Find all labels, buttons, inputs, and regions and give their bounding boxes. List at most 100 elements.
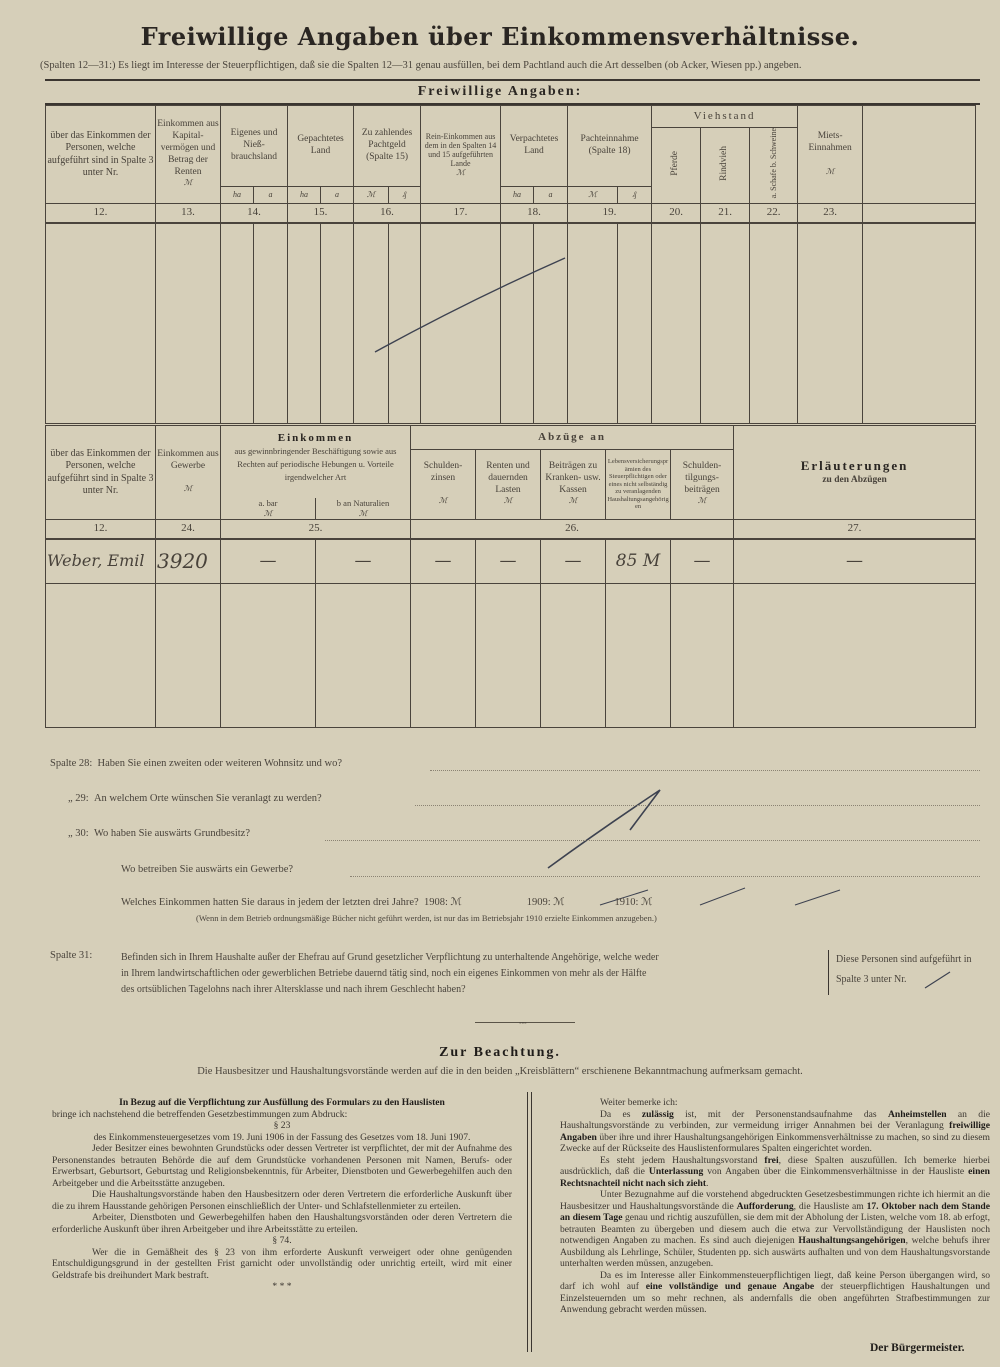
question-text: Haben Sie einen zweiten oder weiteren Wo… (97, 758, 343, 769)
entry-cell[interactable] (320, 222, 355, 424)
header-debt-interest: Schulden-zinsen ℳ (410, 448, 477, 521)
in-kind-income-value[interactable]: — (314, 538, 412, 584)
question-30c: Welches Einkommen hatten Sie daraus in j… (121, 896, 652, 908)
year-1909-label: 1909: ℳ (526, 897, 565, 908)
question-28: Spalte 28: Haben Sie einen zweiten oder … (50, 758, 342, 769)
header-label: aus gewinnbringender Beschäftigung sowie… (234, 445, 397, 482)
debt-repayment-value[interactable]: — (670, 538, 735, 584)
strike-mark-1908 (599, 889, 649, 906)
paragraph-text: § 23 (273, 1120, 291, 1131)
header-label: Renten und dauernden Lasten (486, 460, 530, 495)
paragraph-text: an die Haushaltungsvorstände zu verbinde… (560, 1108, 990, 1132)
income-table-2: über das Einkommen der Personen, welche … (45, 424, 977, 728)
explanations-value[interactable]: — (733, 538, 977, 584)
notice-paragraph: des Einkommensteuergesetzes vom 19. Juni… (52, 1132, 512, 1144)
divider (828, 950, 829, 995)
entry-cell[interactable] (388, 222, 422, 424)
header-label: b an Naturalien (336, 497, 390, 508)
paragraph-text: über ihre und ihrer Haushaltungsangehöri… (560, 1131, 990, 1155)
strike-mark-1909 (699, 887, 746, 906)
notice-paragraph: Es steht jedem Haushaltungsvorstand frei… (560, 1155, 990, 1190)
question-label: „ 30: (68, 828, 89, 839)
notice-paragraph: Da es im Interesse aller Einkommensteuer… (560, 1270, 990, 1316)
header-persons: über das Einkommen der Personen, welche … (45, 424, 156, 521)
header-title: Erläuterungen (800, 458, 909, 474)
entry-cell[interactable] (475, 582, 542, 728)
entry-cell[interactable] (651, 222, 702, 424)
entry-cell[interactable] (155, 582, 221, 728)
paragraph-text: . (706, 1177, 709, 1189)
paragraph-text: Wer die in Gemäßheit des § 23 von ihm er… (52, 1246, 512, 1281)
header-life-insurance: Lebensversicherungsprämien des Steuerpfl… (605, 448, 672, 521)
answer-line-29[interactable] (415, 805, 980, 806)
entry-cell[interactable] (410, 582, 477, 728)
question-30: „ 30: Wo haben Sie auswärts Grundbesitz? (68, 828, 250, 839)
strike-mark-questions (547, 789, 661, 869)
form-instructions: (Spalten 12—31:) Es liegt im Interesse d… (40, 60, 802, 71)
question-31: Befinden sich in Ihrem Haushalte außer d… (121, 950, 821, 998)
business-income-value[interactable]: 3920 (155, 538, 221, 584)
header-label: Beiträgen zu Kranken- usw. Kassen (545, 460, 601, 495)
emphasis-text: Haushaltungsangehörigen (798, 1235, 906, 1246)
notice-paragraph: In Bezug auf die Verpflichtung zur Ausfü… (52, 1097, 512, 1109)
entry-cell[interactable] (605, 582, 672, 728)
notice-paragraph: * * * (52, 1281, 512, 1293)
entry-cell[interactable] (749, 222, 799, 424)
header-persons: über das Einkommen der Personen, welche … (45, 104, 156, 205)
unit-a: a (252, 186, 289, 205)
notice-paragraph: Unter Bezugnahme auf die vorstehend abge… (560, 1189, 990, 1270)
entry-cell[interactable] (733, 582, 977, 728)
strike-mark-1910 (794, 889, 841, 906)
unit-pf: ₰ (617, 186, 653, 205)
strike-mark-spalte31 (924, 971, 951, 989)
entry-cell[interactable] (420, 222, 502, 424)
answer-line-28[interactable] (430, 770, 980, 771)
entry-cell[interactable] (533, 222, 569, 424)
unit-mark: ℳ (353, 186, 390, 205)
header-label: Schulden-zinsen (423, 460, 463, 483)
answer-line-30b[interactable] (350, 876, 980, 877)
header-insurance-funds: Beiträgen zu Kranken- usw. Kassen ℳ (540, 448, 607, 521)
header-rented-out-land: Verpachtetes Land (500, 104, 569, 188)
header-label: Schulden-tilgungs-beiträgen (682, 460, 722, 495)
column-divider (527, 1092, 532, 1352)
question-29: „ 29: An welchem Orte wünschen Sie veran… (68, 793, 322, 804)
paragraph-text: des Einkommensteuergesetzes vom 19. Juni… (93, 1131, 471, 1143)
header-employment-income: Einkommen aus gewinnbringender Beschäftig… (219, 425, 412, 498)
question-31-label: Spalte 31: (50, 950, 93, 961)
entry-cell[interactable] (220, 582, 316, 728)
person-name[interactable]: Weber, Emil (45, 538, 156, 584)
paragraph-text: Da es (600, 1108, 642, 1120)
entry-cell[interactable] (700, 222, 751, 424)
paragraph-text: Jeder Besitzer eines bewohnten Grundstüc… (52, 1143, 512, 1189)
entry-cell[interactable] (252, 222, 289, 424)
entry-cell[interactable] (670, 582, 735, 728)
header-sheep-pigs: a. Schafe b. Schweine (749, 126, 799, 205)
entry-cell[interactable] (797, 222, 864, 424)
entry-cell[interactable] (617, 222, 653, 424)
entry-cell[interactable] (155, 222, 221, 424)
question-label: Spalte 28: (50, 758, 93, 769)
answer-line-30[interactable] (325, 840, 980, 841)
emphasis-text: 17. Oktober nach dem Stande an diesem Ta… (560, 1200, 991, 1224)
notice-paragraph: Jeder Besitzer eines bewohnten Grundstüc… (52, 1143, 512, 1189)
question-text: An welchem Orte wünschen Sie veranlagt z… (93, 793, 322, 804)
emphasis-text: Anheimstellen (887, 1108, 947, 1120)
unit-mark: ℳ (697, 496, 707, 506)
entry-cell[interactable] (862, 222, 977, 424)
notice-paragraph: Wer die in Gemäßheit des § 23 von ihm er… (52, 1247, 512, 1282)
emphasis-text: frei (764, 1154, 779, 1166)
cash-income-value[interactable]: — (220, 538, 316, 584)
unit-mark: ℳ (567, 186, 619, 205)
annuities-value[interactable]: — (475, 538, 542, 584)
entry-cell[interactable] (45, 582, 156, 728)
entry-cell[interactable] (314, 582, 412, 728)
header-in-kind: b an Naturalien ℳ (314, 497, 412, 521)
unit-mark: ℳ (568, 496, 578, 506)
paragraph-text: , diese Spalten auszufüllen. Ich bemerke… (560, 1154, 991, 1178)
unit-a: a (320, 186, 355, 205)
unit-mark: ℳ (263, 509, 273, 519)
question-text: Welches Einkommen hatten Sie daraus in j… (121, 897, 419, 908)
question-text: Wo haben Sie auswärts Grundbesitz? (93, 828, 250, 839)
divider (45, 103, 980, 105)
